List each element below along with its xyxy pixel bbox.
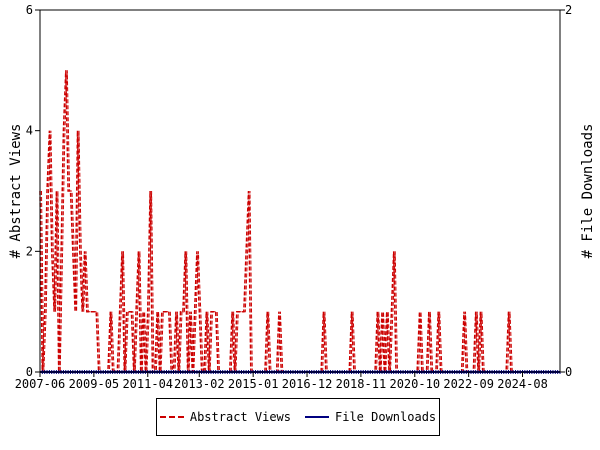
legend-item-file-downloads: File Downloads (305, 410, 436, 424)
legend-label-file-downloads: File Downloads (335, 410, 437, 424)
x-tick-label: 2009-05 (69, 377, 120, 391)
x-tick-label: 2018-11 (336, 377, 387, 391)
legend-label-abstract-views: Abstract Views (189, 410, 291, 424)
legend-swatch-abstract-views (159, 416, 184, 418)
x-tick-label: 2020-10 (389, 377, 440, 391)
y-left-tick-label: 2 (26, 244, 33, 258)
x-tick-label: 2013-02 (174, 377, 225, 391)
legend-item-abstract-views: Abstract Views (159, 410, 291, 424)
x-tick-label: 2015-01 (228, 377, 279, 391)
y-axis-left-label: # Abstract Views (8, 124, 24, 259)
series-line-abstract-views-shadow (41, 70, 562, 373)
chart-series-layer (39, 70, 562, 374)
chart-axes-layer: 0 2 4 6 0 2 2007-06 2009-05 2011-04 2013-02 2015-0… (15, 3, 573, 391)
y-left-tick-label: 0 (26, 365, 33, 379)
y-right-tick-label: 0 (565, 365, 572, 379)
y-right-tick-label: 2 (565, 3, 572, 17)
x-tick-label: 2024-08 (497, 377, 548, 391)
x-tick-label: 2007-06 (15, 377, 66, 391)
x-tick-label: 2016-12 (282, 377, 333, 391)
chart-legend: Abstract Views File Downloads (156, 398, 440, 436)
x-tick-label: 2011-04 (122, 377, 173, 391)
legend-swatch-file-downloads (305, 416, 329, 418)
y-axis-right-label: # File Downloads (580, 124, 596, 259)
y-left-tick-label: 4 (26, 124, 33, 138)
y-left-tick-label: 6 (26, 3, 33, 17)
x-tick-label: 2022-09 (443, 377, 494, 391)
plot-area-frame (39, 9, 561, 373)
